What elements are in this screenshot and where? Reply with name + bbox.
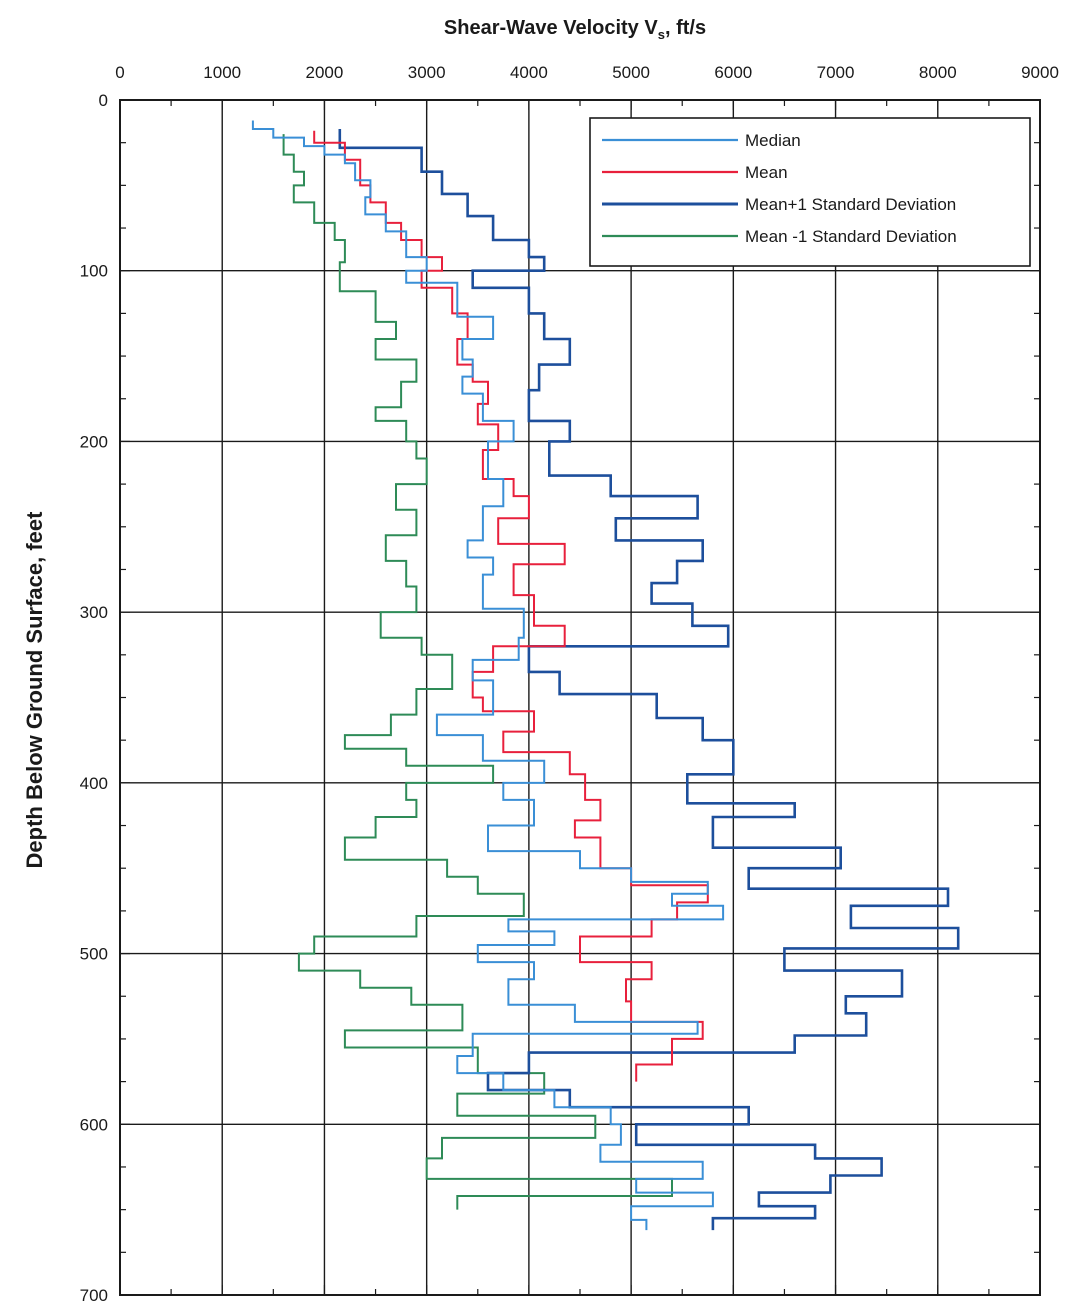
series-lines — [251, 120, 960, 1231]
x-tick-label: 5000 — [612, 63, 650, 82]
legend-box — [589, 117, 1031, 267]
y-tick-label: 400 — [80, 774, 108, 793]
x-tick-label: 4000 — [510, 63, 548, 82]
x-tick-label: 1000 — [203, 63, 241, 82]
y-tick-label: 600 — [80, 1115, 108, 1134]
series-line-mean-1-standard-deviation — [282, 134, 673, 1210]
legend-label-mean-1-standard-deviation: Mean+1 Standard Deviation — [745, 195, 956, 214]
legend-label-median: Median — [745, 131, 801, 150]
legend-label-mean: Mean — [745, 163, 788, 182]
legend-label-mean-1-standard-deviation: Mean -1 Standard Deviation — [745, 227, 957, 246]
y-tick-label: 100 — [80, 262, 108, 281]
y-tick-label: 300 — [80, 603, 108, 622]
x-tick-label: 0 — [115, 63, 124, 82]
x-tick-label: 9000 — [1021, 63, 1059, 82]
y-axis-label: Depth Below Ground Surface, feet — [22, 511, 47, 869]
series-line-mean-1-standard-deviation — [338, 129, 960, 1231]
series-line-median — [251, 120, 725, 1231]
plot-frame — [119, 99, 1041, 1296]
y-tick-label: 200 — [80, 432, 108, 451]
x-tick-label: 6000 — [714, 63, 752, 82]
chart-title: Shear-Wave Velocity Vs, ft/s — [444, 17, 706, 42]
y-tick-label: 0 — [99, 91, 108, 110]
x-tick-label: 3000 — [408, 63, 446, 82]
legend: Median Mean Mean+1 Standard Deviation Mean … — [589, 117, 1031, 267]
y-tick-labels: 0 100 200 300 400 500 600 700 — [80, 91, 108, 1305]
y-tick-label: 500 — [80, 945, 108, 964]
x-tick-labels: 0 1000 2000 3000 4000 5000 6000 7000 8000 9000 — [115, 63, 1059, 82]
series-line-mean — [313, 130, 709, 1082]
x-tick-label: 2000 — [306, 63, 344, 82]
x-tick-label: 8000 — [919, 63, 957, 82]
y-tick-label: 700 — [80, 1286, 108, 1305]
x-tick-label: 7000 — [817, 63, 855, 82]
